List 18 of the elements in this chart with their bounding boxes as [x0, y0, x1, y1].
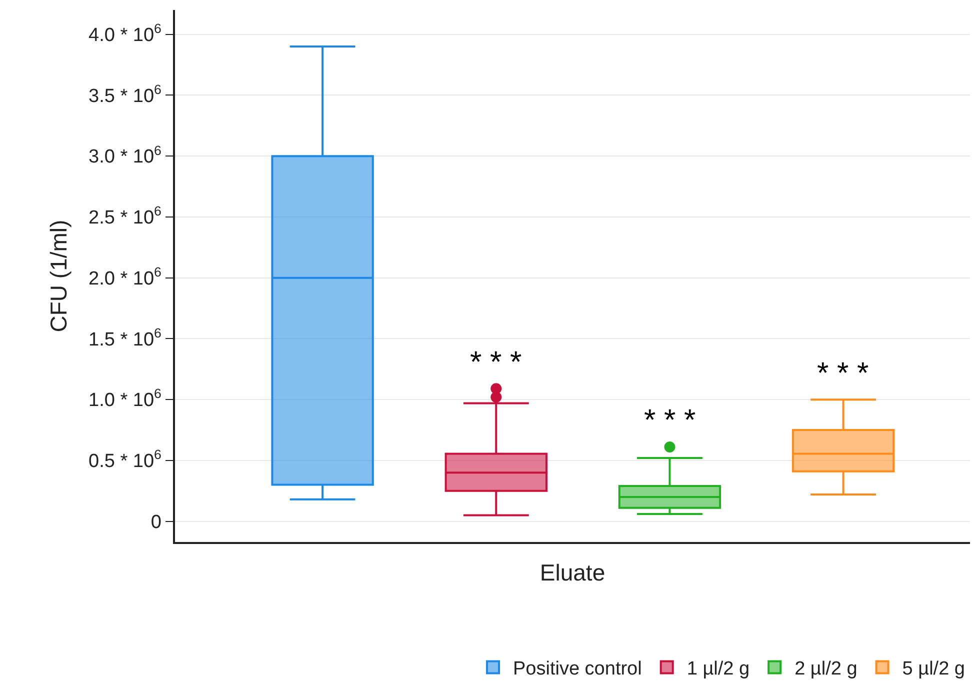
legend-label: Positive control — [513, 658, 642, 680]
y-tick-label: 3.0 * 10$^{6}$ — [88, 142, 162, 168]
x-axis-title: Eluate — [540, 560, 606, 586]
y-tick-label: 2.5 * 10$^{6}$ — [88, 204, 162, 229]
legend-label: 2 µl/2 g — [794, 658, 858, 680]
legend-label: 1 µl/2 g — [686, 658, 750, 680]
y-tick-label: 0 — [150, 512, 162, 533]
y-axis-title: CFU (1/ml) — [45, 220, 72, 332]
y-tick-label: 2.0 * 10$^{6}$ — [88, 264, 162, 290]
annotation: * * * — [644, 404, 696, 437]
annotation: * * * — [470, 346, 522, 379]
y-tick-label: 3.5 * 10$^{6}$ — [88, 82, 162, 107]
legend-label: 5 µl/2 g — [902, 658, 965, 680]
y-tick-label: 1.0 * 10$^{6}$ — [88, 386, 162, 412]
y-tick-label: 1.5 * 10$^{6}$ — [88, 325, 162, 350]
y-tick-label: 0.5 * 10$^{6}$ — [88, 447, 162, 472]
annotation: * * * — [817, 357, 870, 390]
y-tick-label: 4.0 * 10$^{6}$ — [88, 21, 162, 46]
